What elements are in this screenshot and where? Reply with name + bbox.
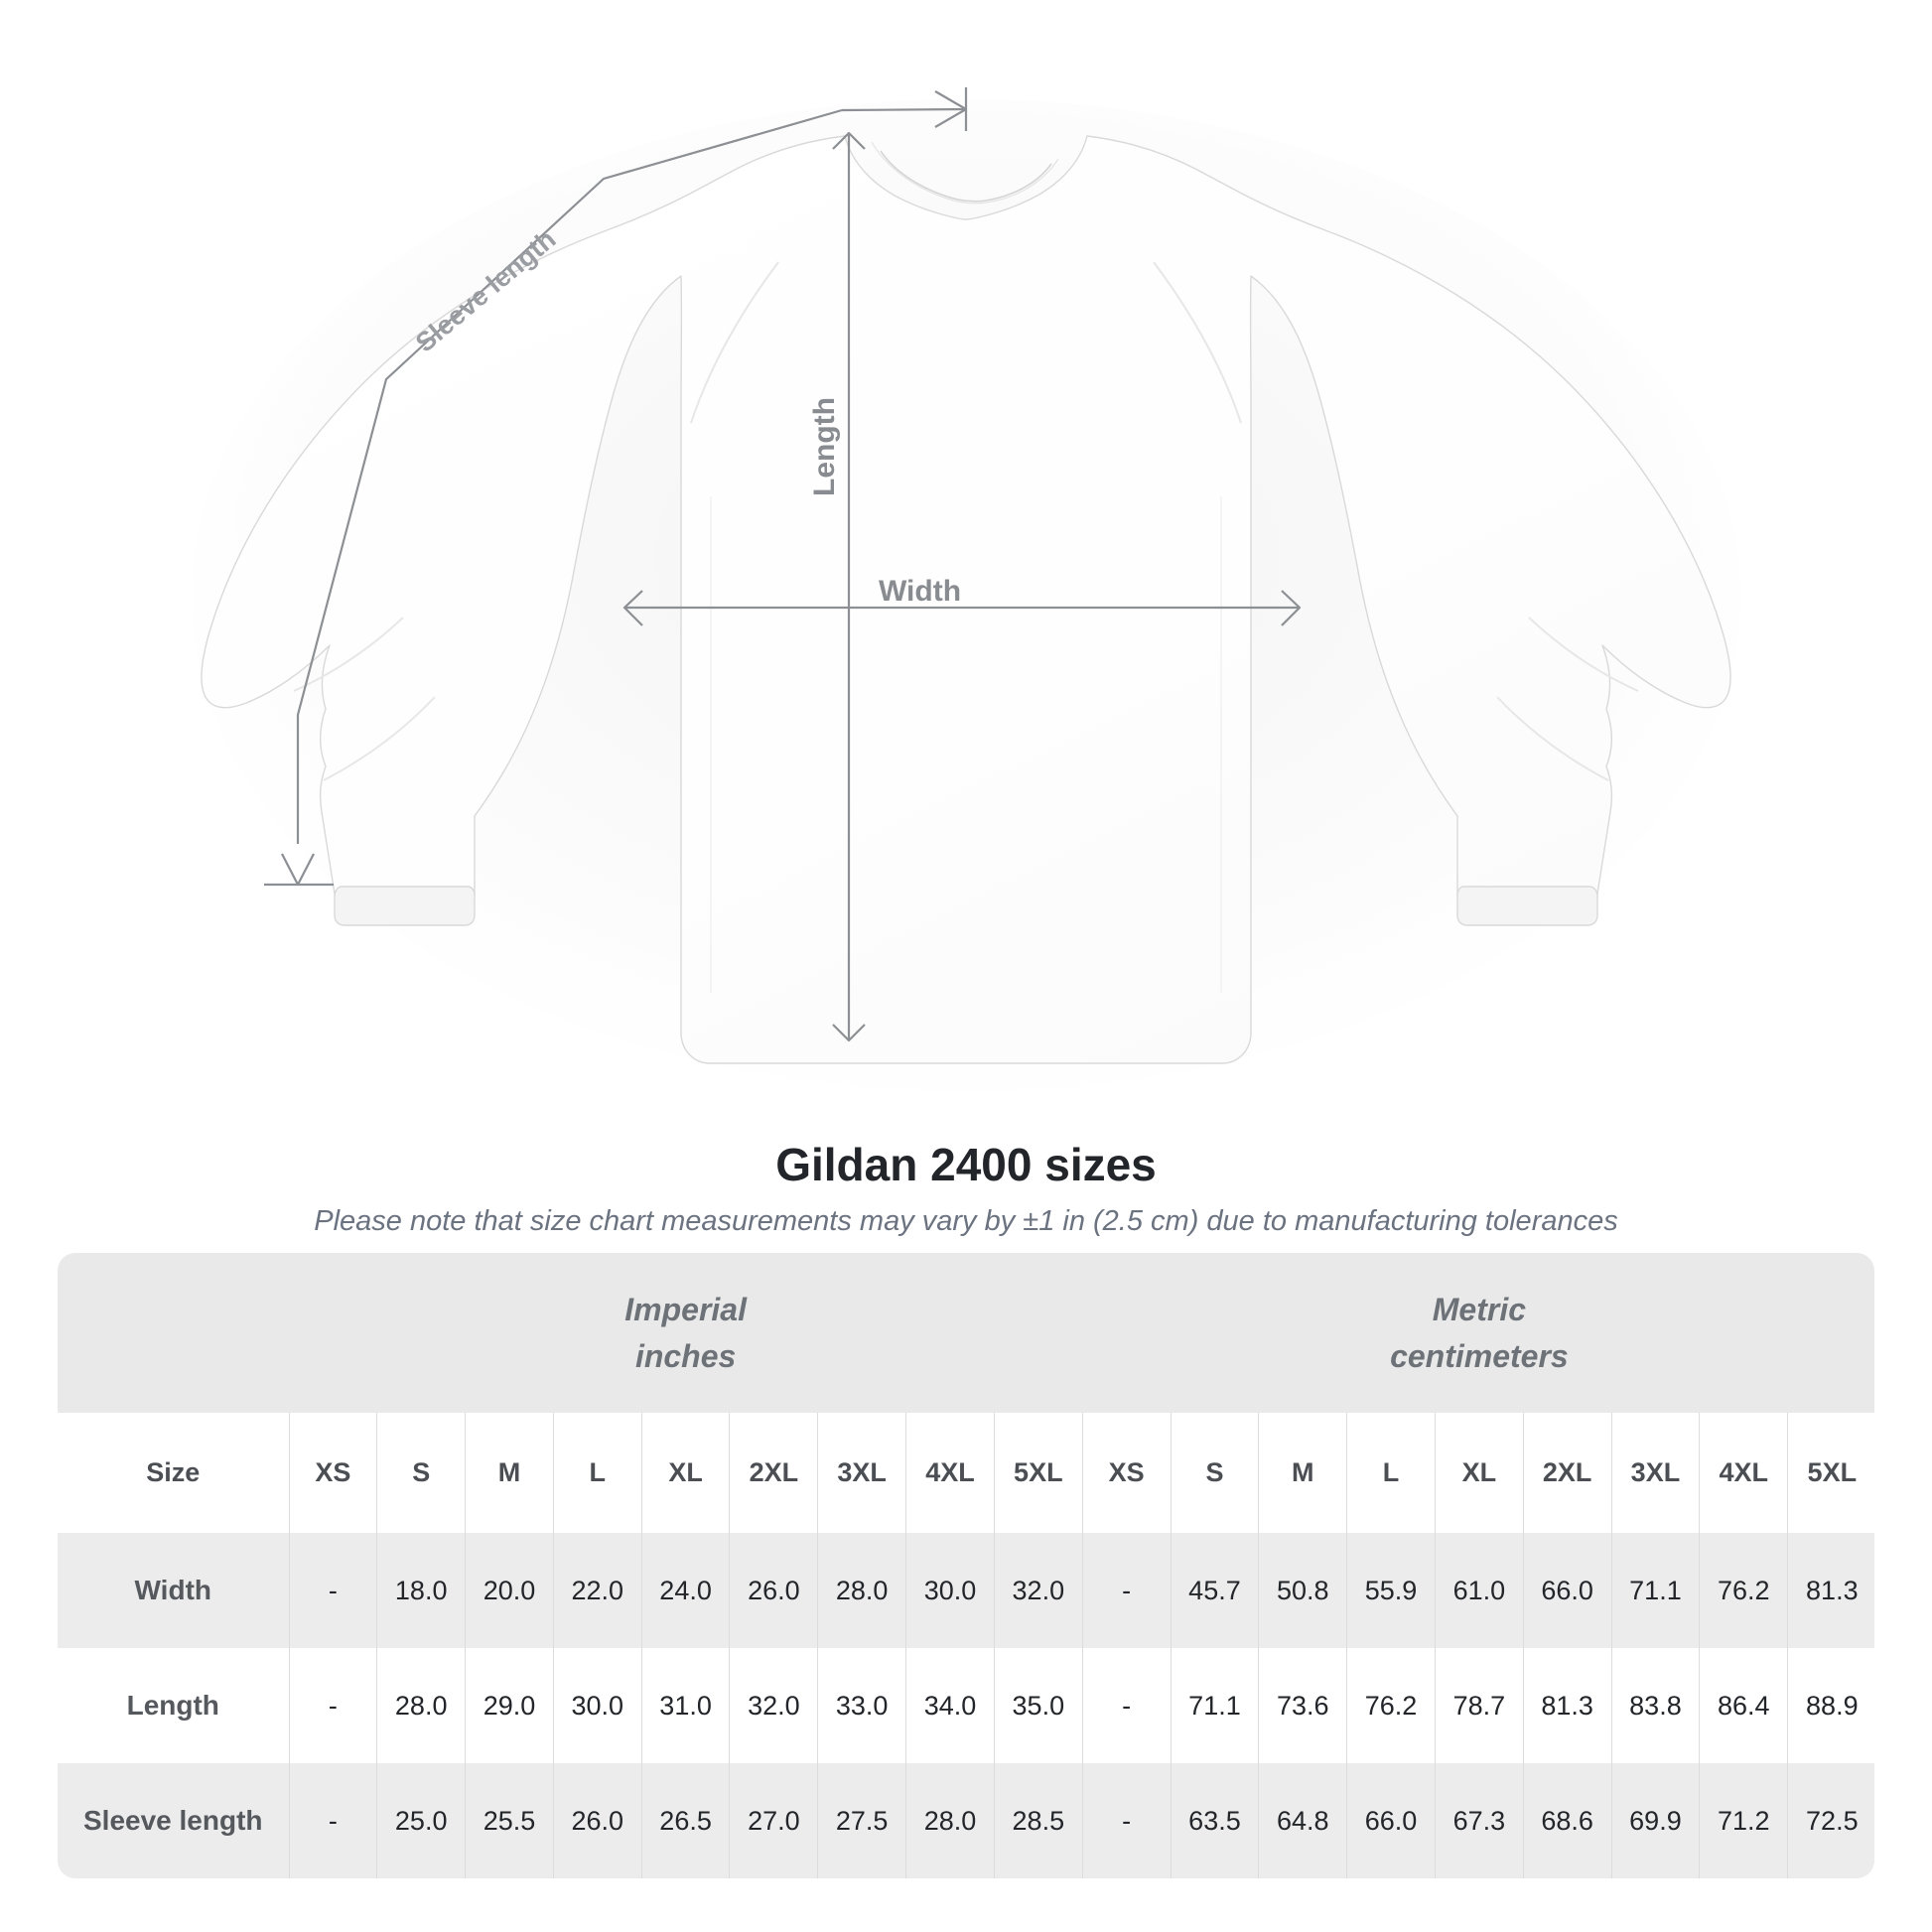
svg-text:Width: Width — [879, 575, 961, 608]
svg-text:Length: Length — [808, 397, 841, 496]
